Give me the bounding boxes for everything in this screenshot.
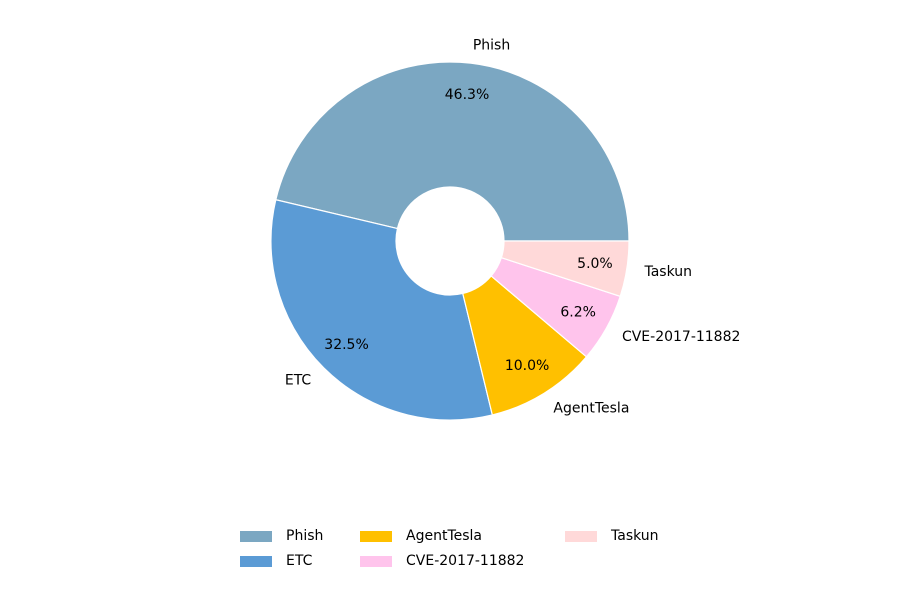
wedge-label: Taskun	[643, 264, 692, 280]
wedge	[462, 275, 588, 416]
legend-swatch	[565, 531, 597, 542]
wedge	[500, 240, 630, 298]
value-label: 6.2%	[560, 305, 596, 321]
legend-label: Phish	[286, 528, 323, 544]
legend-swatch	[360, 556, 392, 567]
legend-label: Taskun	[610, 528, 659, 544]
wedge-label: Phish	[473, 37, 510, 53]
wedge	[275, 61, 630, 242]
wedge-label: ETC	[285, 373, 312, 389]
legend-label: CVE-2017-11882	[406, 553, 524, 569]
wedge-label: CVE-2017-11882	[622, 329, 740, 345]
legend-swatch	[240, 531, 272, 542]
legend-label: AgentTesla	[406, 528, 482, 544]
value-label: 5.0%	[577, 256, 613, 272]
value-label: 46.3%	[445, 87, 489, 103]
value-label: 32.5%	[324, 337, 368, 353]
wedge	[270, 199, 494, 421]
wedge-label: AgentTesla	[553, 401, 629, 417]
legend-swatch	[360, 531, 392, 542]
legend-swatch	[240, 556, 272, 567]
legend-label: ETC	[286, 553, 313, 569]
value-label: 10.0%	[505, 358, 549, 374]
